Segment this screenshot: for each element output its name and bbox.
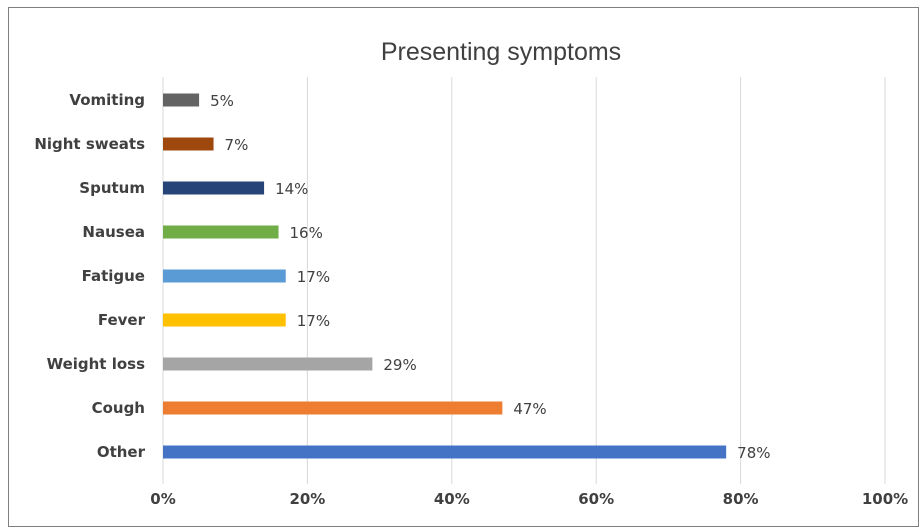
bars: 5% 7% 14% 16% 17% 17% 29% 47% 78% <box>163 92 771 462</box>
category-label: Vomiting <box>69 91 145 109</box>
x-tick-label: 40% <box>434 490 470 508</box>
x-tick-label: 80% <box>723 490 759 508</box>
bar <box>163 225 279 239</box>
bar <box>163 357 373 371</box>
data-label: 14% <box>275 180 308 198</box>
category-label: Night sweats <box>34 135 145 153</box>
x-axis-ticks: 0% 20% 40% 60% 80% 100% <box>150 490 908 508</box>
category-label: Weight loss <box>47 355 146 373</box>
chart-frame <box>8 7 919 527</box>
x-tick-label: 0% <box>150 490 175 508</box>
category-label: Sputum <box>79 179 145 197</box>
x-tick-label: 100% <box>862 490 908 508</box>
bar <box>163 93 200 107</box>
data-label: 17% <box>297 312 330 330</box>
x-tick-label: 60% <box>578 490 614 508</box>
category-label: Other <box>97 443 146 461</box>
data-label: 29% <box>383 356 416 374</box>
bar <box>163 137 214 151</box>
x-tick-label: 20% <box>289 490 325 508</box>
bar <box>163 181 265 195</box>
data-label: 78% <box>737 444 770 462</box>
bar <box>163 269 286 283</box>
data-label: 7% <box>225 136 249 154</box>
data-label: 17% <box>297 268 330 286</box>
category-label: Fatigue <box>82 267 145 285</box>
bar <box>163 401 503 415</box>
chart-title: Presenting symptoms <box>381 38 621 66</box>
data-label: 47% <box>513 400 546 418</box>
bar <box>163 313 286 327</box>
data-label: 16% <box>290 224 323 242</box>
category-label: Fever <box>98 311 146 329</box>
category-labels: Vomiting Night sweats Sputum Nausea Fatigue F… <box>34 91 145 461</box>
bar-chart: Presenting symptoms 5% 7% 14% 16% 17% 17% 29% 4… <box>34 38 908 508</box>
bar <box>163 445 727 459</box>
category-label: Nausea <box>82 223 145 241</box>
data-label: 5% <box>210 92 234 110</box>
category-label: Cough <box>92 399 145 417</box>
